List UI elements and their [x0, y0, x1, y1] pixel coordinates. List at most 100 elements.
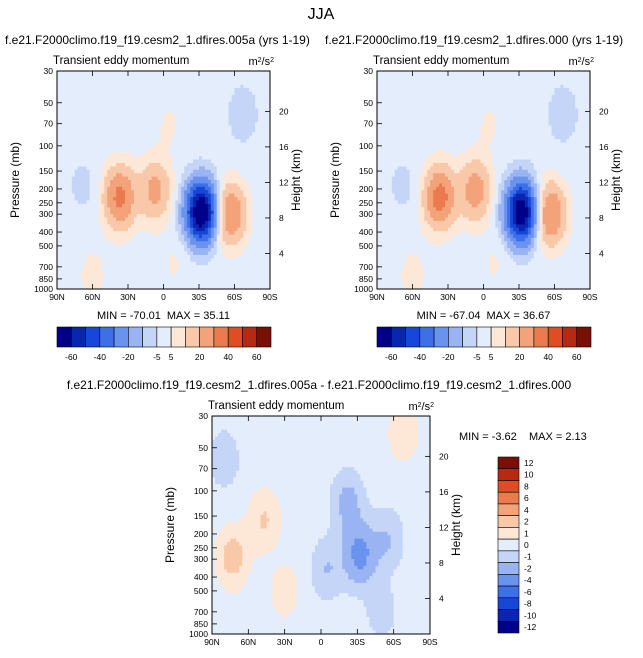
left-field-cell	[199, 169, 203, 174]
left-field-cell	[163, 139, 167, 143]
left-field-cell	[59, 217, 64, 222]
left-field-cell	[246, 282, 250, 286]
left-field-cell	[175, 180, 179, 184]
left-field-cell	[119, 173, 123, 177]
left-field-cell	[199, 115, 203, 120]
left-field-cell	[130, 197, 135, 201]
left-field-cell	[210, 180, 215, 184]
left-field-cell	[219, 159, 224, 164]
left-field-cell	[151, 258, 156, 263]
left-field-cell	[142, 220, 147, 225]
left-field-cell	[201, 142, 206, 147]
left-xtick-label: 90S	[262, 292, 277, 302]
left-field-cell	[110, 251, 114, 256]
left-field-cell	[163, 108, 167, 113]
left-field-cell	[145, 207, 150, 212]
left-field-cell	[184, 77, 188, 82]
left-field-cell	[107, 210, 111, 215]
left-field-cell	[240, 71, 244, 75]
left-field-cell	[128, 224, 132, 229]
left-field-cell	[213, 261, 218, 266]
left-field-cell	[151, 285, 156, 290]
right-field-cell	[382, 88, 387, 92]
left-field-cell	[252, 159, 256, 164]
left-field-cell	[68, 285, 73, 290]
left-field-cell	[240, 122, 244, 126]
right-field-cell	[385, 173, 390, 177]
left-field-cell	[74, 217, 79, 222]
left-field-cell	[74, 275, 79, 280]
left-field-cell	[74, 135, 79, 140]
left-field-cell	[122, 254, 126, 259]
left-field-cell	[184, 173, 188, 177]
left-ytick-label: 500	[39, 241, 53, 251]
left-field-cell	[160, 128, 164, 133]
left-field-cell	[151, 265, 156, 269]
left-field-cell	[62, 122, 67, 126]
left-field-cell	[151, 237, 156, 242]
right-field-cell	[377, 125, 381, 130]
left-field-cell	[160, 258, 164, 263]
left-field-cell	[125, 275, 129, 280]
left-field-cell	[196, 71, 200, 75]
left-field-cell	[234, 268, 238, 273]
left-field-cell	[231, 231, 235, 235]
left-field-cell	[187, 169, 191, 174]
left-field-cell	[207, 135, 212, 140]
left-field-cell	[207, 220, 212, 225]
left-field-cell	[157, 166, 161, 171]
left-field-cell	[169, 156, 173, 160]
left-field-cell	[125, 248, 129, 252]
left-field-cell	[68, 207, 73, 212]
left-field-cell	[62, 203, 67, 208]
left-field-cell	[196, 190, 200, 195]
left-field-cell	[80, 101, 85, 106]
left-field-cell	[246, 132, 250, 137]
left-field-cell	[65, 180, 70, 184]
left-field-cell	[181, 77, 185, 82]
left-field-cell	[154, 149, 158, 154]
left-field-cell	[142, 193, 147, 198]
left-field-cell	[65, 210, 70, 215]
left-field-cell	[184, 122, 188, 126]
left-field-cell	[255, 214, 259, 218]
left-field-cell	[139, 214, 144, 218]
left-field-cell	[74, 159, 79, 164]
left-field-cell	[68, 186, 73, 191]
right-field-cell	[385, 101, 390, 106]
left-field-cell	[234, 258, 238, 263]
right-field-cell	[382, 248, 387, 252]
left-field-cell	[264, 159, 268, 164]
left-field-cell	[142, 152, 147, 157]
left-field-cell	[101, 203, 105, 208]
left-field-cell	[133, 74, 138, 79]
left-field-cell	[160, 217, 164, 222]
left-field-cell	[264, 91, 268, 96]
left-field-cell	[166, 207, 170, 212]
left-field-cell	[172, 74, 176, 79]
left-field-cell	[252, 190, 256, 195]
left-field-cell	[204, 224, 209, 229]
left-field-cell	[193, 207, 197, 212]
left-field-cell	[74, 241, 79, 246]
left-field-cell	[107, 74, 111, 79]
left-field-cell	[62, 81, 67, 86]
left-field-cell	[258, 265, 262, 269]
left-field-cell	[119, 162, 123, 167]
left-field-cell	[86, 74, 90, 79]
left-field-cell	[172, 234, 176, 239]
left-field-cell	[62, 210, 67, 215]
left-field-cell	[258, 254, 262, 259]
left-field-cell	[133, 285, 138, 290]
left-field-cell	[107, 152, 111, 157]
left-field-cell	[193, 74, 197, 79]
right-field-cell	[377, 180, 381, 184]
left-field-cell	[104, 214, 108, 218]
left-field-cell	[65, 149, 70, 154]
left-field-cell	[172, 237, 176, 242]
left-field-cell	[104, 186, 108, 191]
left-field-cell	[258, 88, 262, 92]
left-field-cell	[107, 142, 111, 147]
left-field-cell	[169, 200, 173, 205]
left-field-cell	[77, 125, 82, 130]
